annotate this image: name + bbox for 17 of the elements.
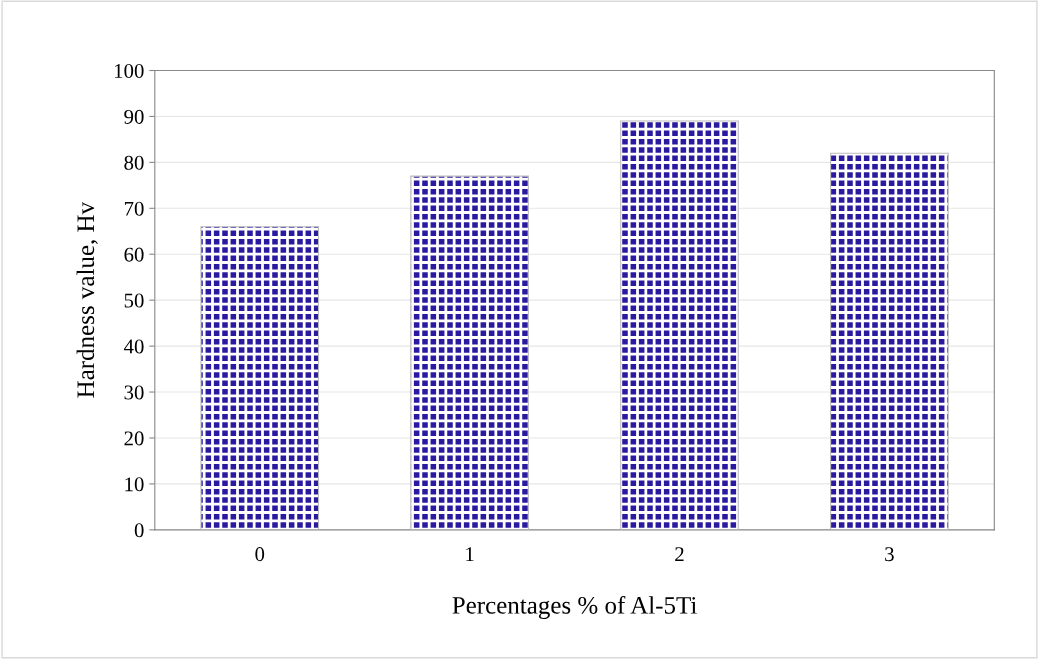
x-axis-title: Percentages % of Al-5Ti bbox=[452, 595, 697, 619]
x-tick-label: 3 bbox=[885, 547, 894, 562]
x-tick-label: 2 bbox=[675, 547, 684, 561]
x-tick-label: 0 bbox=[255, 547, 265, 562]
x-tick-label: 1 bbox=[466, 547, 474, 561]
y-tick-label: 80 bbox=[124, 155, 144, 170]
y-tick-label: 100 bbox=[114, 63, 144, 78]
y-tick-label: 0 bbox=[134, 523, 144, 538]
y-axis-title: Hardness value, Hv bbox=[76, 201, 98, 398]
y-tick-label: 20 bbox=[124, 431, 144, 446]
y-tick-label: 60 bbox=[124, 247, 144, 262]
y-tick-label: 10 bbox=[125, 477, 144, 492]
y-tick-label: 30 bbox=[124, 385, 144, 400]
y-tick-label: 90 bbox=[124, 109, 144, 124]
y-tick-label: 70 bbox=[124, 201, 144, 216]
y-tick-label: 40 bbox=[123, 339, 144, 354]
y-tick-label: 50 bbox=[124, 293, 144, 308]
